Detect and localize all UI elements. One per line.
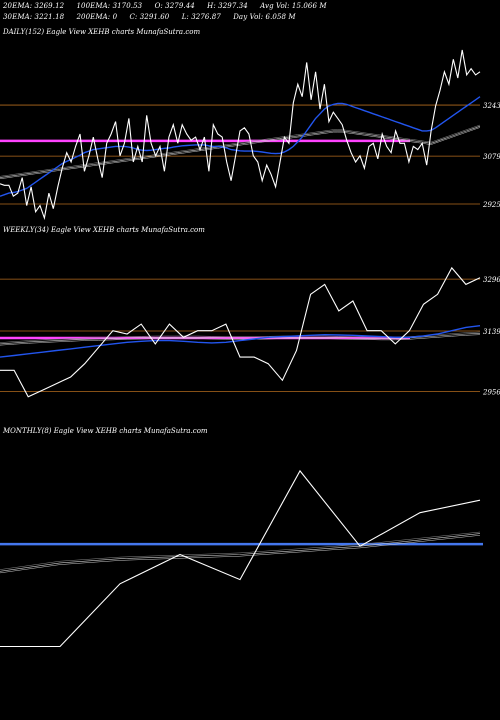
weekly-y-tick-0: 3296 [483, 276, 500, 284]
monthly-ema-slow-b [0, 535, 481, 574]
ema30-readout: 30EMA: 3221.18 [3, 13, 65, 21]
daily-y-tick-0: 3243 [483, 102, 500, 110]
close-readout: C: 3291.60 [129, 13, 170, 21]
weekly-price-line [0, 266, 481, 398]
daily-chart-title: DAILY(152) Eagle View XEHB charts Munafa… [3, 28, 201, 36]
daily-ema-slow-b [0, 127, 481, 180]
monthly-chart-title: MONTHLY(8) Eagle View XEHB charts Munafa… [3, 427, 208, 435]
day-vol-readout: Day Vol: 6.058 M [233, 13, 296, 21]
daily-ema-fast [0, 96, 481, 197]
daily-price-line [0, 49, 481, 221]
daily-y-tick-1: 3079 [483, 153, 500, 161]
weekly-ema-fast [0, 325, 481, 358]
header-row-1: 20EMA: 3269.12 100EMA: 3170.53 O: 3279.4… [3, 2, 337, 10]
ema100-readout: 100EMA: 3170.53 [76, 2, 143, 10]
daily-ema-slow-a [0, 125, 481, 178]
weekly-ema-slow-a [0, 333, 481, 345]
high-readout: H: 3297.34 [207, 2, 248, 10]
monthly-ema-slow-c [0, 531, 481, 570]
open-readout: O: 3279.44 [154, 2, 195, 10]
weekly-y-tick-1: 3139 [483, 328, 500, 336]
weekly-chart-title: WEEKLY(34) Eagle View XEHB charts Munafa… [3, 226, 205, 234]
daily-y-tick-2: 2925 [482, 201, 500, 209]
ema200-readout: 200EMA: 0 [76, 13, 118, 21]
daily-chart: 3243 3079 2925 [0, 49, 500, 221]
monthly-chart [0, 469, 483, 648]
low-readout: L: 3276.87 [181, 13, 221, 21]
monthly-ema-slow-a [0, 533, 481, 572]
avg-vol-readout: Avg Vol: 15.066 M [260, 2, 327, 10]
header-row-2: 30EMA: 3221.18 200EMA: 0 C: 3291.60 L: 3… [3, 13, 306, 21]
weekly-y-tick-2: 2956 [482, 388, 500, 396]
monthly-price-line [0, 469, 481, 648]
ema20-readout: 20EMA: 3269.12 [3, 2, 65, 10]
daily-ema-slow-c [0, 124, 481, 177]
weekly-chart: 3296 3139 2956 [0, 266, 500, 398]
